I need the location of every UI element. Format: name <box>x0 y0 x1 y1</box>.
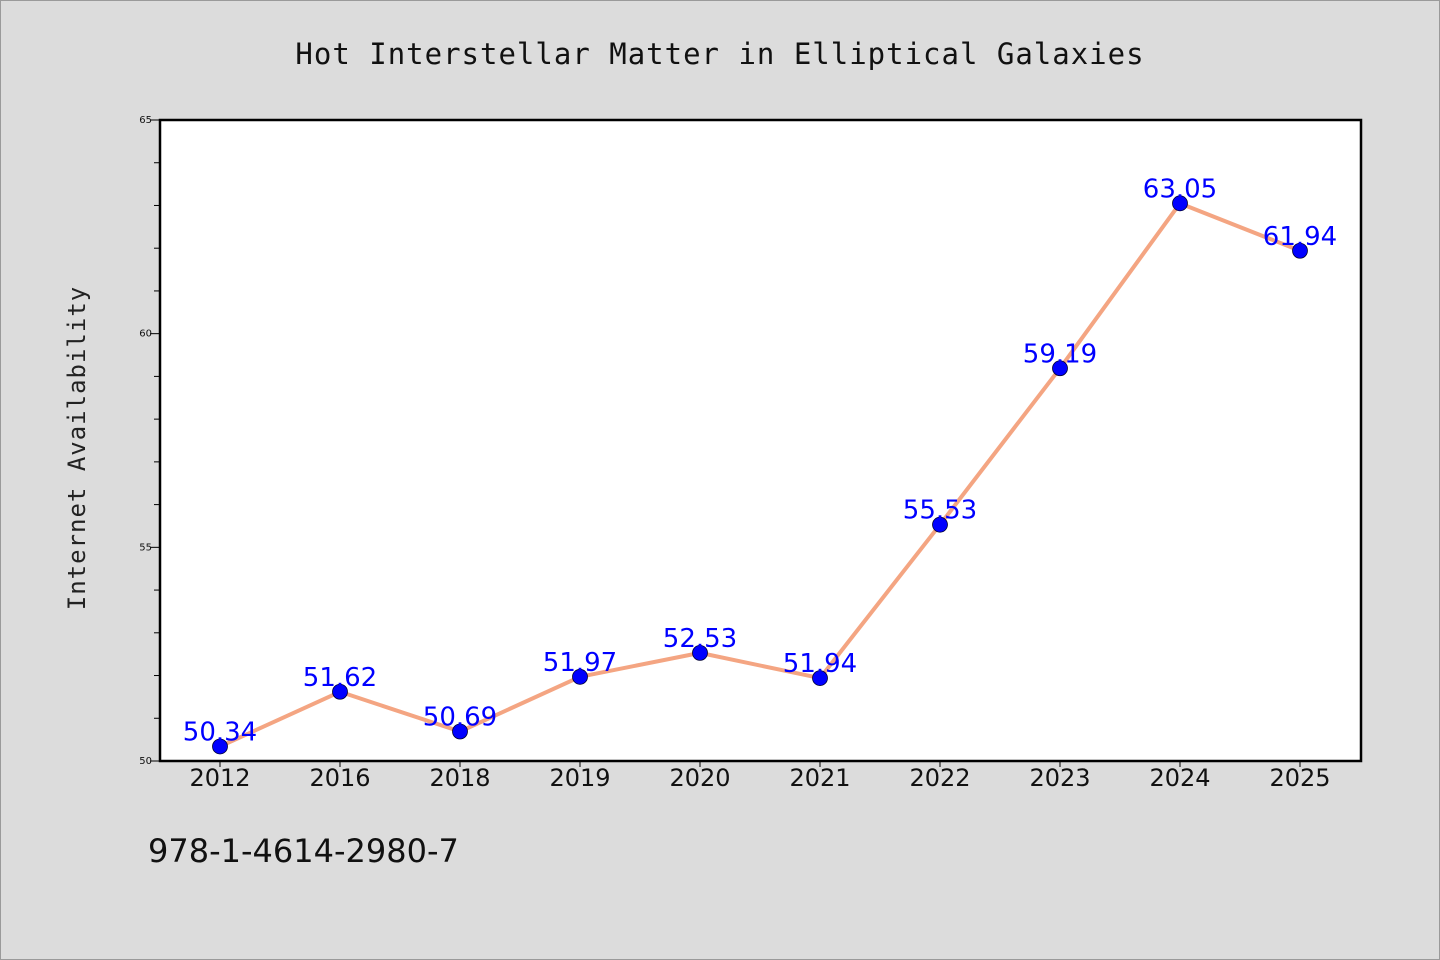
x-tick-label: 2023 <box>1029 764 1090 792</box>
data-point <box>1052 360 1068 377</box>
data-point <box>332 683 348 700</box>
x-tick-label: 2020 <box>669 764 730 792</box>
data-label: 59.19 <box>1023 339 1097 369</box>
data-point <box>932 516 948 533</box>
data-label: 50.69 <box>423 703 497 733</box>
y-tick-label: 55 <box>139 542 152 553</box>
data-point <box>212 738 228 755</box>
x-tick-label: 2012 <box>189 764 250 792</box>
y-tick-label: 65 <box>139 115 152 126</box>
data-label: 52.53 <box>663 624 737 654</box>
data-label: 63.05 <box>1143 174 1217 204</box>
data-label: 55.53 <box>903 496 977 526</box>
x-tick-label: 2021 <box>789 764 850 792</box>
data-point <box>812 670 828 686</box>
x-tick-label: 2019 <box>549 764 610 792</box>
data-point <box>452 723 468 740</box>
footer-code: 978-1-4614-2980-7 <box>148 832 459 870</box>
x-tick-label: 2024 <box>1149 764 1210 792</box>
x-axis-ticks: 2012 2016 2018 2019 2020 2021 2022 2023 2024 2025 <box>189 761 1331 792</box>
y-tick-label: 50 <box>139 756 152 767</box>
x-tick-label: 2025 <box>1269 764 1330 792</box>
x-tick-label: 2016 <box>309 764 370 792</box>
y-axis-ticks: 50 55 60 65 <box>139 115 160 767</box>
y-axis-label: Internet Availability <box>63 286 91 610</box>
x-tick-label: 2022 <box>909 764 970 792</box>
data-point <box>1292 242 1308 259</box>
data-point <box>1172 195 1188 212</box>
x-tick-label: 2018 <box>429 764 490 792</box>
data-label: 51.97 <box>543 648 617 678</box>
series-line <box>218 201 1302 749</box>
data-label: 51.94 <box>783 649 857 679</box>
chart-title: Hot Interstellar Matter in Elliptical Ga… <box>295 37 1144 71</box>
data-label: 51.62 <box>303 663 377 693</box>
series-group: 50.34 51.62 50.69 51.97 52.53 51.94 55.53 59.19… <box>183 174 1337 755</box>
data-label: 61.94 <box>1263 222 1337 252</box>
y-tick-label: 60 <box>139 329 152 340</box>
data-point <box>572 668 588 685</box>
data-label: 50.34 <box>183 717 257 747</box>
data-point <box>692 644 708 661</box>
